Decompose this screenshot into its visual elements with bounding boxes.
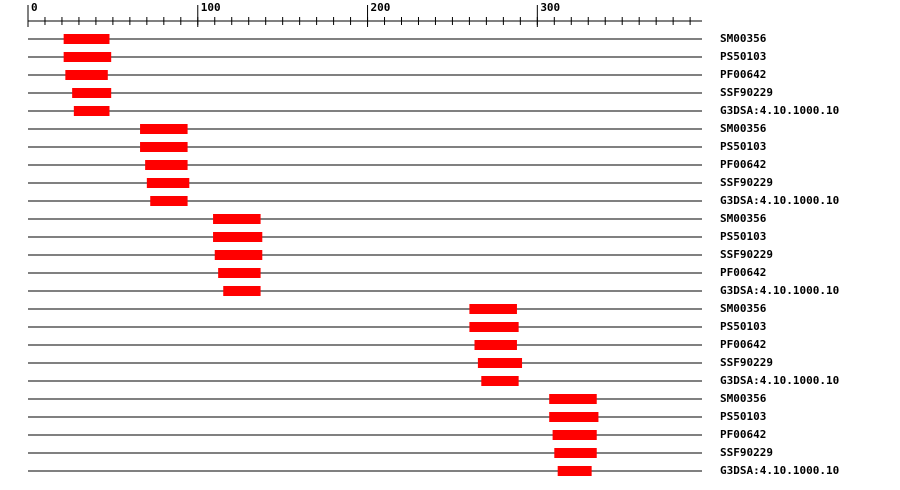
row-label: PS50103: [720, 410, 766, 423]
domain-bar: [73, 106, 110, 116]
domain-bar: [213, 232, 263, 242]
domain-bar: [549, 412, 599, 422]
domain-bar: [549, 394, 597, 404]
row-label: PS50103: [720, 50, 766, 63]
domain-bar: [140, 124, 188, 134]
domain-bar: [554, 448, 597, 458]
domain-bar: [65, 70, 108, 80]
row-label: G3DSA:4.10.1000.10: [720, 374, 839, 387]
row-label: PS50103: [720, 230, 766, 243]
row-label: PS50103: [720, 320, 766, 333]
row-label: PF00642: [720, 266, 766, 279]
row-label: SSF90229: [720, 248, 773, 261]
row-label: PF00642: [720, 158, 766, 171]
domain-bar: [469, 304, 517, 314]
row-label: SM00356: [720, 212, 767, 225]
row-label: G3DSA:4.10.1000.10: [720, 464, 839, 477]
row-label: SM00356: [720, 32, 767, 45]
row-label: G3DSA:4.10.1000.10: [720, 104, 839, 117]
row-label: PF00642: [720, 68, 766, 81]
domain-bar: [145, 160, 188, 170]
row-label: SSF90229: [720, 446, 773, 459]
row-label: G3DSA:4.10.1000.10: [720, 284, 839, 297]
domain-bar: [63, 34, 110, 44]
domain-bar: [223, 286, 261, 296]
row-label: SM00356: [720, 392, 767, 405]
row-label: SM00356: [720, 122, 767, 135]
x-tick-label: 300: [540, 1, 560, 14]
domain-bar: [140, 142, 188, 152]
x-tick-label: 200: [371, 1, 391, 14]
domain-bar: [218, 268, 261, 278]
domain-bar: [469, 322, 519, 332]
domain-bar: [552, 430, 597, 440]
row-label: SM00356: [720, 302, 767, 315]
row-label: PS50103: [720, 140, 766, 153]
domain-bar: [150, 196, 188, 206]
row-label: PF00642: [720, 338, 766, 351]
domain-bar: [63, 52, 112, 62]
domain-bar: [481, 376, 519, 386]
row-label: G3DSA:4.10.1000.10: [720, 194, 839, 207]
domain-bar: [146, 178, 190, 188]
domain-bar: [474, 340, 517, 350]
row-label: PF00642: [720, 428, 766, 441]
domain-bar: [214, 250, 263, 260]
row-label: SSF90229: [720, 86, 773, 99]
domain-bar: [72, 88, 112, 98]
row-label: SSF90229: [720, 356, 773, 369]
x-tick-label: 0: [31, 1, 38, 14]
domain-bar: [213, 214, 261, 224]
domain-bar: [557, 466, 592, 476]
x-tick-label: 100: [201, 1, 221, 14]
domain-bar: [477, 358, 523, 368]
row-label: SSF90229: [720, 176, 773, 189]
